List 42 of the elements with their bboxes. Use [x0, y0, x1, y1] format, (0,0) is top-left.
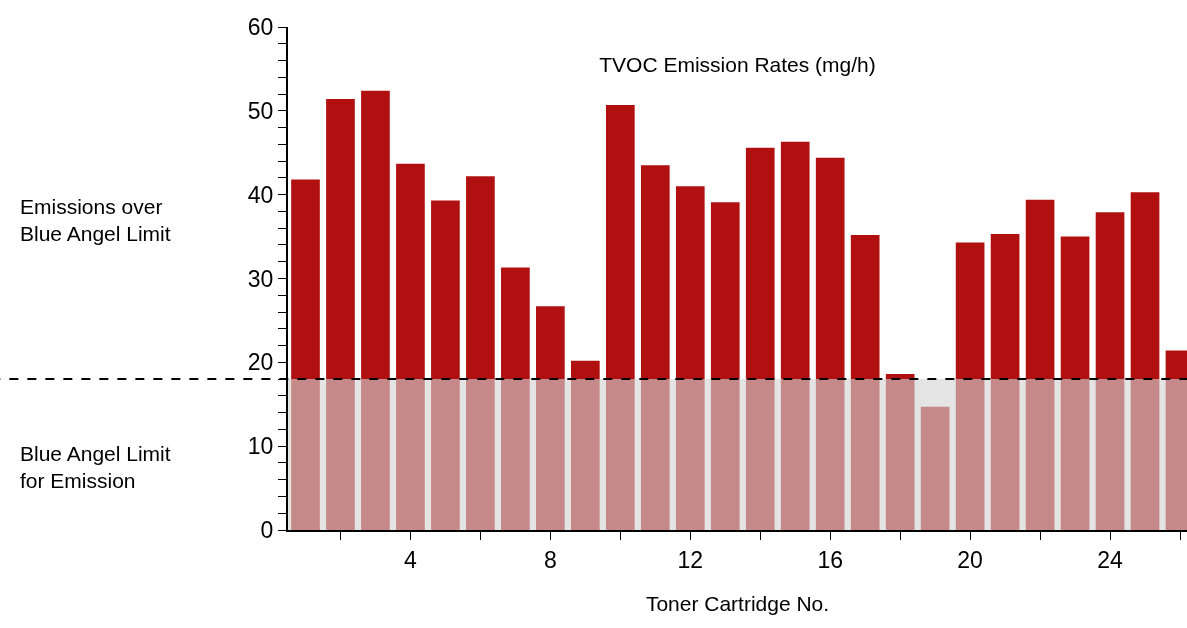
text: Blue Angel Limit for Emission: [20, 442, 171, 493]
bar: [675, 186, 705, 530]
bar: [536, 306, 565, 530]
bar: [361, 90, 390, 530]
bar: [1095, 212, 1125, 530]
bar: [1025, 199, 1055, 530]
bar: [396, 163, 425, 530]
x-tick-label: 4: [404, 546, 418, 573]
bar: [501, 267, 530, 530]
y-tick-label: 60: [247, 14, 274, 41]
bar: [326, 99, 355, 530]
bar: [920, 406, 950, 530]
bar: [990, 234, 1020, 530]
bar: [815, 157, 845, 530]
x-tick-label: 24: [1097, 546, 1124, 573]
bar: [605, 104, 635, 530]
bar: [780, 141, 810, 530]
bar: [955, 242, 985, 530]
y-tick-label: 50: [247, 97, 274, 124]
y-tick-label: 30: [247, 265, 274, 292]
x-axis-title: Toner Cartridge No.: [645, 592, 830, 616]
text: Emissions over Blue Angel Limit: [20, 195, 171, 246]
bar: [850, 234, 880, 530]
bar: [466, 176, 495, 530]
x-tick-label: 16: [817, 546, 843, 573]
bar: [431, 200, 460, 530]
bar: [640, 165, 670, 530]
x-tick-label: 12: [677, 546, 704, 573]
text: TVOC Emission Rates (mg/h): [599, 53, 876, 77]
y-tick-label: 0: [260, 517, 274, 544]
bar: [1130, 192, 1160, 530]
bar: [1060, 236, 1090, 530]
x-tick-label: 8: [543, 546, 557, 573]
y-tick-label: 20: [247, 349, 274, 376]
y-tick-label: 10: [247, 433, 274, 460]
bar: [885, 374, 915, 530]
bar: [745, 147, 775, 530]
y-tick-label: 40: [247, 181, 274, 208]
bar: [291, 179, 320, 530]
bar: [570, 360, 600, 530]
x-tick-label: 20: [957, 546, 983, 573]
bar: [710, 202, 740, 530]
